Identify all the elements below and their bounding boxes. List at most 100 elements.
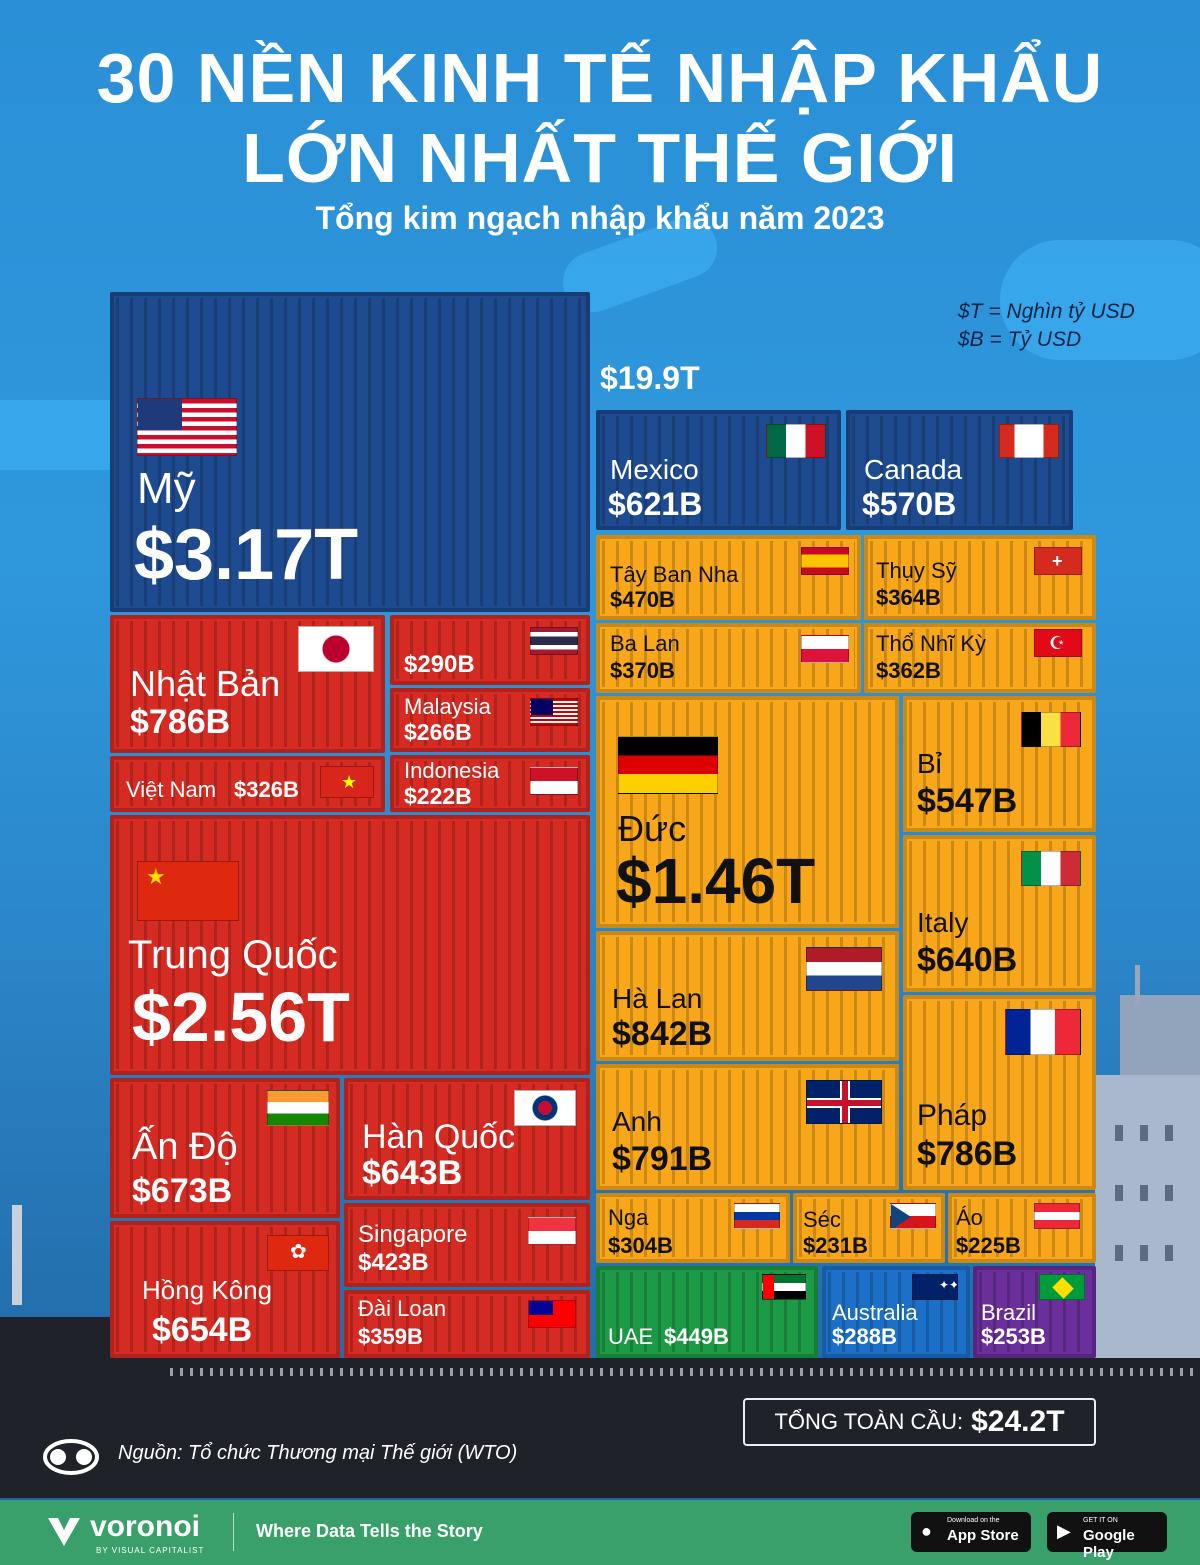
country-name: Đài Loan: [358, 1296, 447, 1321]
subtitle: Tổng kim ngạch nhập khẩu năm 2023: [315, 200, 885, 236]
container-china: ★ Trung Quốc $2.56T: [110, 815, 590, 1075]
top-countries-sum: $19.9T: [600, 360, 700, 396]
country-name: Indonesia: [404, 758, 500, 783]
flag-canada-icon: [999, 424, 1059, 458]
container-uae: UAE $449B: [596, 1266, 818, 1358]
app-store-small-label: Download on the: [947, 1517, 1000, 1524]
flag-switzerland-icon: +: [1034, 547, 1082, 575]
country-value: $654B: [152, 1311, 253, 1349]
google-play-icon: ▶: [1057, 1521, 1071, 1541]
country-value: $1.46T: [616, 845, 816, 917]
legend-trillion: $T = Nghìn tỷ USD: [958, 300, 1135, 323]
country-value: $359B: [358, 1324, 423, 1349]
brand-name: voronoi: [90, 1510, 200, 1543]
country-value: $326B: [234, 777, 299, 802]
container-france: Pháp $786B: [903, 995, 1096, 1190]
container-malaysia: Malaysia $266B: [390, 688, 590, 752]
footer-divider: [233, 1513, 234, 1551]
flag-italy-icon: [1021, 851, 1081, 886]
country-value: $842B: [612, 1015, 713, 1053]
flag-belgium-icon: [1021, 712, 1081, 747]
container-canada: Canada $570B: [846, 410, 1073, 530]
container-vietnam: ★ Việt Nam $326B: [110, 756, 385, 812]
country-name: Australia: [832, 1300, 918, 1325]
apple-icon: ●: [921, 1521, 932, 1541]
country-name: Việt Nam: [126, 777, 217, 802]
ship-bridge: [1095, 1075, 1200, 1360]
global-total-value: $24.2T: [971, 1405, 1065, 1438]
country-name: Nhật Bản: [130, 663, 281, 704]
country-name: Nga: [608, 1205, 649, 1230]
flag-malaysia-icon: [530, 698, 578, 726]
source-note: Nguồn: Tổ chức Thương mại Thế giới (WTO): [118, 1442, 518, 1464]
ship-rail: [170, 1368, 1200, 1376]
brand-subtitle: BY VISUAL CAPITALIST: [96, 1546, 205, 1555]
container-singapore: Singapore $423B: [344, 1203, 590, 1287]
country-name: Hàn Quốc: [362, 1118, 516, 1156]
app-store-button[interactable]: ● Download on the App Store: [911, 1512, 1031, 1552]
country-value: $3.17T: [134, 515, 359, 595]
bow-mast: [12, 1205, 22, 1305]
country-value: $290B: [404, 651, 475, 678]
flag-mexico-icon: [766, 424, 826, 458]
ship-bridge-top: [1120, 995, 1200, 1080]
title-line-2: LỚN NHẤT THẾ GIỚI: [242, 119, 958, 197]
country-name: Trung Quốc: [128, 933, 338, 977]
country-name: Italy: [917, 907, 969, 938]
country-name: Ba Lan: [610, 631, 680, 656]
country-name: Đức: [618, 808, 687, 849]
country-name: Mỹ: [137, 464, 196, 513]
flag-india-icon: [267, 1090, 329, 1126]
container-usa: Mỹ $3.17T: [110, 292, 590, 612]
container-india: Ấn Độ $673B: [110, 1078, 340, 1218]
country-value: $449B: [664, 1324, 729, 1349]
google-play-label: Google Play: [1083, 1527, 1135, 1561]
country-name: Brazil: [981, 1300, 1037, 1325]
country-value: $225B: [956, 1233, 1021, 1258]
flag-indonesia-icon: [530, 767, 578, 795]
container-italy: Italy $640B: [903, 835, 1096, 992]
country-name: Thụy Sỹ: [876, 558, 957, 583]
container-russia: Nga $304B: [596, 1193, 790, 1263]
container-south-korea: Hàn Quốc $643B: [344, 1078, 590, 1200]
container-poland: Ba Lan $370B: [596, 623, 861, 693]
app-store-label: App Store: [947, 1527, 1019, 1544]
container-indonesia: Indonesia $222B: [390, 755, 590, 812]
country-name: Tây Ban Nha: [610, 562, 739, 587]
flag-thailand-icon: [530, 627, 578, 655]
country-value: $2.56T: [132, 978, 350, 1056]
ship-hull: [0, 1358, 1200, 1498]
google-play-button[interactable]: ▶ GET IT ON Google Play: [1047, 1512, 1167, 1561]
container-brazil: Brazil $253B: [973, 1266, 1096, 1358]
source-cloud-icon: [43, 1439, 99, 1475]
country-value: $370B: [610, 658, 675, 683]
container-hong-kong: ✿ Hồng Kông $654B: [110, 1221, 340, 1358]
country-value: $547B: [917, 782, 1018, 820]
flag-russia-icon: [734, 1203, 780, 1229]
flag-vietnam-icon: ★: [320, 766, 374, 798]
flag-brazil-icon: [1039, 1274, 1085, 1300]
country-name: Hà Lan: [612, 983, 703, 1014]
container-belgium: Bỉ $547B: [903, 696, 1096, 832]
legend-billion: $B = Tỷ USD: [958, 328, 1082, 351]
flag-france-icon: [1005, 1009, 1081, 1055]
flag-uk-icon: [806, 1080, 882, 1124]
country-name: Malaysia: [404, 694, 491, 719]
country-value: $673B: [132, 1172, 233, 1210]
country-name: Mexico: [610, 454, 699, 485]
flag-china-icon: ★: [137, 861, 239, 921]
country-name: Anh: [612, 1106, 662, 1137]
tagline: Where Data Tells the Story: [256, 1521, 483, 1541]
flag-czechia-icon: [890, 1203, 936, 1229]
country-name: Thổ Nhĩ Kỳ: [876, 631, 987, 656]
global-total-label: TỔNG TOÀN CẦU:: [774, 1409, 964, 1434]
country-value: $362B: [876, 658, 941, 683]
country-value: $470B: [610, 587, 675, 612]
country-name: UAE: [608, 1324, 654, 1349]
container-uk: Anh $791B: [596, 1064, 899, 1190]
container-germany: Đức $1.46T: [596, 696, 899, 928]
country-value: $253B: [981, 1324, 1046, 1349]
country-value: $791B: [612, 1140, 713, 1178]
country-value: $304B: [608, 1233, 673, 1258]
